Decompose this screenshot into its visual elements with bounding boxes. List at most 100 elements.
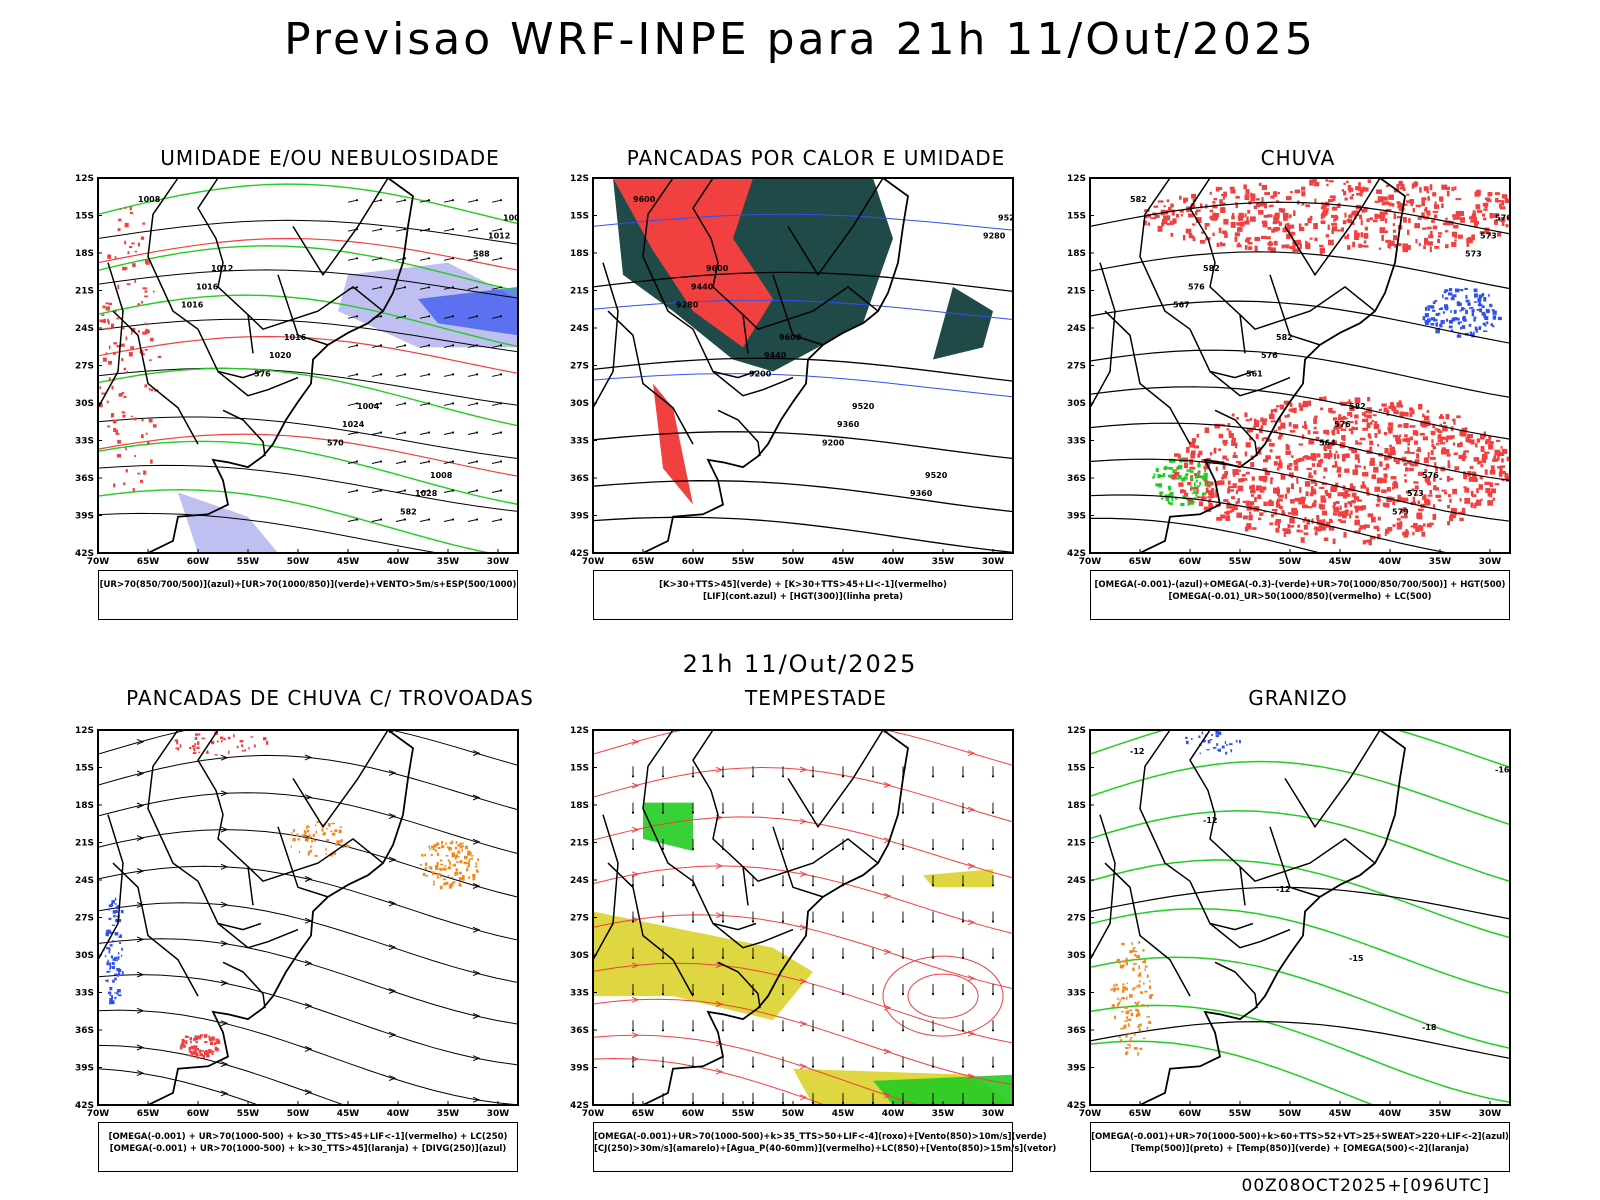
- contour-label: 9440: [691, 282, 714, 291]
- lat-label: 36S: [1067, 474, 1086, 484]
- state-border: [1239, 285, 1376, 331]
- coastline: [1139, 730, 1406, 1105]
- lat-label: 24S: [75, 876, 94, 886]
- legend-line: [LIF](cont.azul) + [HGT(300)](linha pret…: [702, 592, 904, 602]
- lat-label: 39S: [1067, 512, 1086, 522]
- contour-label: 9520: [852, 402, 875, 411]
- humidity-upper-area: [338, 262, 518, 348]
- lat-label: 33S: [1067, 989, 1086, 999]
- lat-label: 39S: [75, 512, 94, 522]
- contour-labels: -12 -12 -12 -15 -18 -16: [1130, 747, 1510, 1032]
- rain-frontal-band: [1171, 396, 1510, 546]
- contour-label: 1020: [269, 351, 292, 360]
- legend-line: [OMEGA(-0.001)-(azul)+OMEGA(-0.3)-(verde…: [1094, 580, 1506, 590]
- lat-label: 12S: [75, 726, 94, 736]
- contour-label: 561: [1246, 369, 1263, 378]
- lon-label: 65W: [137, 1109, 160, 1119]
- humidity-south-area: [178, 492, 278, 553]
- lat-label: 15S: [570, 764, 589, 774]
- lon-label: 60W: [682, 1109, 705, 1119]
- contour-labels: 582 582 582 582 576 576 576 576 576 573 573 567 561 5…: [1130, 195, 1510, 516]
- lat-label: 24S: [75, 324, 94, 334]
- state-border: [787, 178, 884, 277]
- lat-label: 15S: [570, 212, 589, 222]
- state-border: [1269, 274, 1321, 346]
- lat-label: 39S: [1067, 1064, 1086, 1074]
- state-border: [247, 837, 384, 883]
- contour-label: 567: [1173, 300, 1190, 309]
- state-border: [772, 826, 824, 898]
- lat-label: 21S: [75, 839, 94, 849]
- lat-label: 15S: [75, 212, 94, 222]
- state-border: [1090, 814, 1116, 1033]
- state-border: [197, 730, 254, 906]
- lon-label: 45W: [1329, 1109, 1352, 1119]
- contour-label: 1004: [357, 402, 380, 411]
- lat-label: 21S: [570, 839, 589, 849]
- lon-label: 35W: [1429, 1109, 1452, 1119]
- red-scatter: [99, 206, 162, 492]
- map-umidade: 1008 1012 1016 1004 1008 1000 1016 1020 1024 1028…: [75, 174, 519, 567]
- legend-line: [Temp(500)](preto) + [Temp(850)](verde) …: [1130, 1144, 1470, 1154]
- state-border: [247, 285, 384, 331]
- lon-label: 35W: [1429, 557, 1452, 567]
- contour-label: 570: [327, 438, 344, 447]
- state-border: [98, 262, 124, 481]
- lon-label: 70W: [87, 1109, 110, 1119]
- state-border: [277, 826, 329, 898]
- contour-label: -12: [1203, 816, 1217, 825]
- lat-label: 33S: [570, 989, 589, 999]
- thickness-lines: [98, 237, 518, 477]
- lat-label: 42S: [570, 549, 589, 559]
- lat-label: 24S: [1067, 876, 1086, 886]
- lat-label: 39S: [75, 1064, 94, 1074]
- humidity-low-contours: [98, 183, 518, 553]
- contour-label: 9440: [764, 351, 787, 360]
- contour-label: 1012: [211, 264, 233, 273]
- lat-label: 42S: [1067, 1101, 1086, 1111]
- lat-label: 30S: [1067, 399, 1086, 409]
- state-border: [712, 922, 794, 949]
- omega500-orange: [1110, 941, 1154, 1056]
- state-border: [292, 730, 389, 829]
- lon-label: 50W: [287, 557, 310, 567]
- lon-label: 45W: [337, 557, 360, 567]
- lon-label: 60W: [1179, 557, 1202, 567]
- state-border: [1104, 310, 1191, 445]
- lat-label: 30S: [570, 951, 589, 961]
- instability-area: [613, 178, 893, 372]
- map-content: 1008 1012 1016 1004 1008 1000 1016 1020 1024 1028…: [98, 178, 518, 553]
- contour-label: 1016: [284, 333, 307, 342]
- state-border: [222, 961, 266, 1009]
- lon-label: 45W: [1329, 557, 1352, 567]
- lat-label: 15S: [75, 764, 94, 774]
- lon-label: 70W: [1079, 557, 1102, 567]
- map-pancadas_calor: 9600 9600 9600 9520 9520 9520 9440 9440 9360 9360…: [570, 174, 1014, 567]
- lat-label: 18S: [1067, 249, 1086, 259]
- contour-label: -12: [1130, 747, 1144, 756]
- contour-label: -18: [1422, 1023, 1437, 1032]
- jet-stream-south: [793, 1068, 1013, 1105]
- contour-label: 582: [1349, 402, 1366, 411]
- state-border: [692, 730, 749, 906]
- lon-label: 30W: [487, 1109, 510, 1119]
- streamlines-250: [98, 730, 518, 1105]
- map-frame: [592, 177, 1014, 554]
- lon-label: 65W: [137, 557, 160, 567]
- lon-label: 55W: [732, 1109, 755, 1119]
- lat-label: 33S: [1067, 437, 1086, 447]
- lon-label: 65W: [1129, 557, 1152, 567]
- state-border: [712, 370, 794, 397]
- contour-label: 576: [1334, 420, 1351, 429]
- convection-red-north: [174, 731, 269, 756]
- lat-label: 36S: [75, 474, 94, 484]
- lat-label: 21S: [1067, 287, 1086, 297]
- hgt500-contours: [1090, 201, 1510, 553]
- state-border: [1104, 862, 1191, 997]
- lat-label: 30S: [75, 951, 94, 961]
- legend-line: [OMEGA(-0.001)+UR>70(1000-500)+k>35_TTS>…: [594, 1132, 1047, 1142]
- legend-line: [K>30+TTS>45](verde) + [K>30+TTS>45+LI<-…: [659, 580, 947, 590]
- contour-label: 576: [1261, 351, 1278, 360]
- lat-label: 42S: [1067, 549, 1086, 559]
